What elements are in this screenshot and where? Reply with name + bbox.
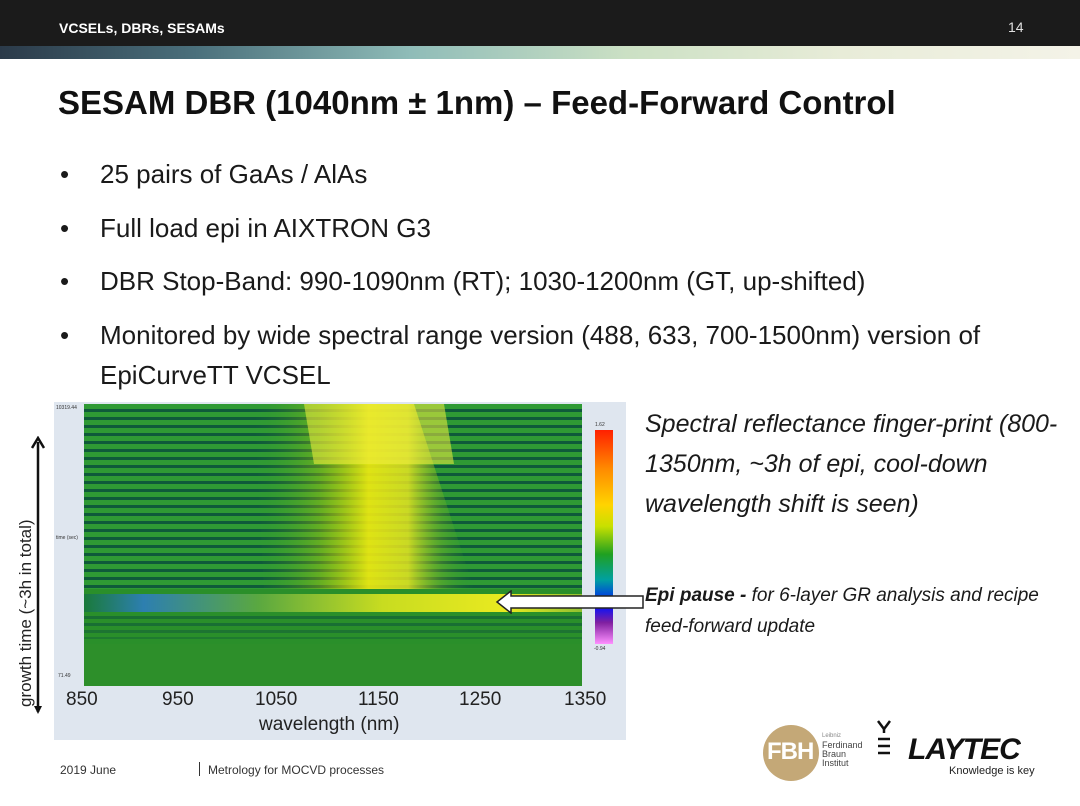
bullet-item: • Monitored by wide spectral range versio… bbox=[58, 315, 1058, 395]
fbh-logo-letters: FBH bbox=[767, 738, 814, 765]
colorbar-max-label: 1.62 bbox=[595, 422, 605, 428]
bullet-item: • 25 pairs of GaAs / AlAs bbox=[58, 154, 1058, 194]
bullet-text: DBR Stop-Band: 990-1090nm (RT); 1030-120… bbox=[100, 266, 866, 296]
svg-text:LAYTEC: LAYTEC bbox=[908, 733, 1021, 766]
colorbar bbox=[595, 430, 613, 644]
x-tick-label: 1350 bbox=[564, 689, 607, 710]
x-tick-label: 1150 bbox=[358, 689, 399, 710]
bullet-item: • Full load epi in AIXTRON G3 bbox=[58, 208, 1058, 248]
fbh-logo bbox=[763, 725, 819, 781]
bullet-text: Monitored by wide spectral range version… bbox=[100, 319, 981, 390]
fbh-logo-small-text: Leibniz bbox=[822, 733, 842, 739]
x-tick-label: 1050 bbox=[255, 689, 298, 710]
x-tick-label: 850 bbox=[66, 689, 98, 710]
figure-caption: Spectral reflectance finger-print (800-1… bbox=[645, 410, 1058, 518]
epi-pause-note: Epi pause - for 6-layer GR analysis and … bbox=[645, 580, 1065, 642]
growth-time-arrow-icon bbox=[31, 436, 45, 714]
top-time-label: 10319.44 bbox=[56, 405, 77, 411]
bullet-item: • DBR Stop-Band: 990-1090nm (RT); 1030-12… bbox=[58, 261, 1058, 301]
bullet-dot-icon: • bbox=[60, 159, 70, 189]
fbh-logo-name: Ferdinand Braun Institut bbox=[822, 740, 863, 768]
x-axis-title: wavelength (nm) bbox=[259, 714, 400, 735]
reflectance-heatmap-figure: 10319.44 time (sec) 71.49 1.62 -0.94 850… bbox=[54, 402, 626, 740]
bullet-dot-icon: • bbox=[60, 266, 70, 296]
x-tick-label: 950 bbox=[162, 689, 194, 710]
epi-pause-text: for 6-layer GR analysis and recipe feed-… bbox=[645, 585, 1039, 637]
colorbar-min-label: -0.94 bbox=[594, 646, 606, 652]
bottom-time-label: 71.49 bbox=[58, 673, 71, 679]
bullet-text: Full load epi in AIXTRON G3 bbox=[100, 212, 431, 243]
footer-date: 2019 June bbox=[60, 763, 117, 777]
section-title: VCSELs, DBRs, SESAMs bbox=[59, 20, 225, 36]
y-axis-title: growth time (~3h in total) bbox=[16, 519, 35, 707]
epi-pause-label: Epi pause - bbox=[645, 585, 747, 606]
laytec-tagline: Knowledge is key bbox=[949, 765, 1035, 777]
laytec-logo: LAYTEC bbox=[877, 720, 1021, 766]
page-number: 14 bbox=[1008, 19, 1024, 35]
reflectance-heatmap bbox=[84, 404, 582, 686]
bullet-list: • 25 pairs of GaAs / AlAs • Full load epi … bbox=[58, 154, 1058, 408]
bullet-text: 25 pairs of GaAs / AlAs bbox=[100, 159, 368, 189]
footer-topic: Metrology for MOCVD processes bbox=[208, 763, 385, 777]
header-bar: VCSELs, DBRs, SESAMs 14 bbox=[0, 0, 1080, 46]
bullet-dot-icon: • bbox=[60, 319, 70, 350]
time-axis-label: time (sec) bbox=[56, 535, 78, 541]
x-tick-label: 1250 bbox=[459, 689, 502, 710]
bullet-dot-icon: • bbox=[60, 212, 70, 243]
slide-title: SESAM DBR (1040nm ± 1nm) – Feed-Forward … bbox=[58, 84, 896, 121]
epi-pause-arrow-icon bbox=[495, 590, 644, 614]
header-gradient-stripe bbox=[0, 46, 1080, 59]
footer-divider bbox=[199, 762, 200, 776]
